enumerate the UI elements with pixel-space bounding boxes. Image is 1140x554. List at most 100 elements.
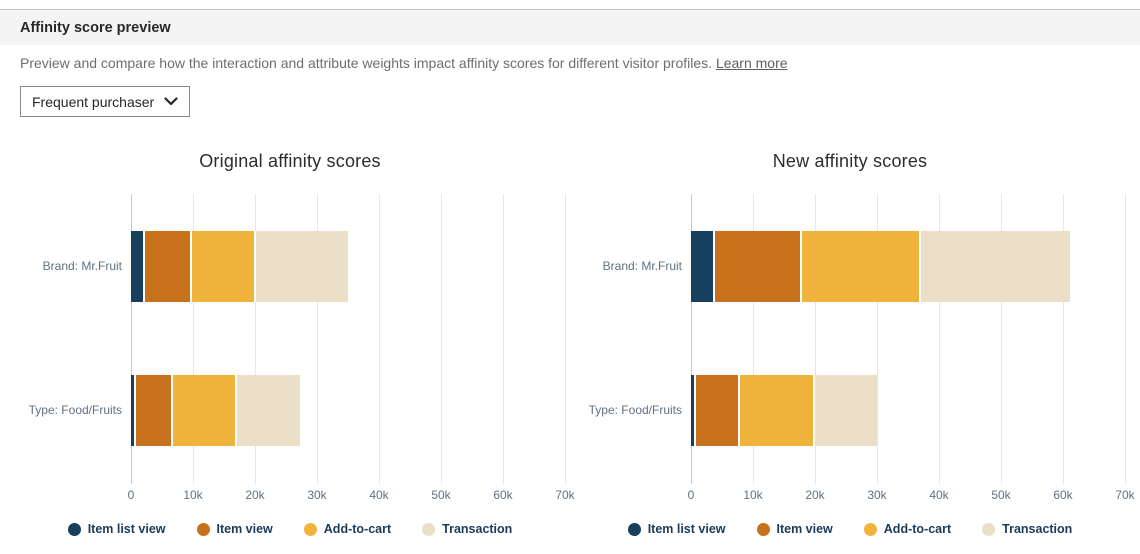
bar-segment[interactable] — [237, 374, 300, 446]
bar-segment[interactable] — [131, 374, 136, 446]
legend-label: Transaction — [1002, 522, 1073, 536]
top-spacer — [0, 0, 1140, 9]
legend-dot-icon — [863, 522, 877, 536]
legend-item: Item list view — [627, 522, 726, 536]
chart-title: Original affinity scores — [199, 151, 381, 171]
legend-label: Item list view — [87, 522, 166, 536]
x-tick-label: 10k — [743, 488, 763, 502]
chevron-down-icon — [164, 97, 178, 106]
x-tick-label: 30k — [867, 488, 887, 502]
gridline — [753, 194, 754, 484]
x-tick-label: 70k — [555, 488, 575, 502]
bar-segment[interactable] — [740, 374, 815, 446]
visitor-profile-value: Frequent purchaser — [32, 93, 155, 110]
visitor-profile-dropdown[interactable]: Frequent purchaser — [20, 86, 191, 117]
x-axis-labels: 0 10k 20k 30k 40k 50k 60k 70k — [127, 488, 575, 506]
legend-item: Transaction — [982, 522, 1072, 536]
x-tick-label: 60k — [1053, 488, 1073, 502]
gridline — [441, 194, 442, 484]
bar-segment[interactable] — [815, 374, 877, 446]
legend-label: Item view — [216, 522, 273, 536]
legend-item: Item view — [756, 522, 833, 536]
legend-dot-icon — [196, 522, 210, 536]
category-label: Type: Food/Fruits — [28, 403, 122, 417]
new-affinity-chart: New affinity scores Brand: Mr.Fruit Type:… — [570, 151, 1135, 536]
legend-dot-icon — [67, 522, 81, 536]
x-tick-label: 30k — [307, 488, 327, 502]
gridline — [379, 194, 380, 484]
gridline — [503, 194, 504, 484]
x-tick-label: 70k — [1115, 488, 1135, 502]
bar-segment[interactable] — [136, 374, 173, 446]
gridline — [1001, 194, 1002, 484]
x-tick-label: 40k — [369, 488, 389, 502]
plot-wrap: Brand: Mr.Fruit Type: Food/Fruits 0 10k 20k… — [570, 194, 1135, 506]
x-tick-label: 10k — [183, 488, 203, 502]
stacked-bar — [691, 230, 1070, 302]
x-tick-label: 40k — [929, 488, 949, 502]
x-tick-label: 50k — [431, 488, 451, 502]
x-tick-label: 0 — [687, 488, 695, 502]
legend-label: Transaction — [442, 522, 513, 536]
bar-segment[interactable] — [131, 230, 145, 302]
bar-segment[interactable] — [256, 230, 348, 302]
category-label: Brand: Mr.Fruit — [602, 259, 682, 273]
original-affinity-chart: Original affinity scores Brand: Mr.Fruit… — [10, 151, 575, 536]
description-text: Preview and compare how the interaction … — [20, 55, 1120, 71]
stacked-bar — [131, 374, 300, 446]
learn-more-link[interactable]: Learn more — [715, 55, 788, 71]
section-header: Affinity score preview — [0, 10, 1140, 45]
bar-segment[interactable] — [192, 230, 256, 302]
gridline — [939, 194, 940, 484]
legend-item: Add-to-cart — [303, 522, 392, 536]
gridline — [1063, 194, 1064, 484]
bar-segment[interactable] — [691, 230, 715, 302]
legend-item: Add-to-cart — [863, 522, 952, 536]
legend-dot-icon — [756, 522, 770, 536]
legend-dot-icon — [982, 522, 996, 536]
legend-label: Add-to-cart — [323, 522, 392, 536]
legend-label: Add-to-cart — [883, 522, 952, 536]
bar-segment[interactable] — [691, 374, 696, 446]
x-tick-label: 60k — [493, 488, 513, 502]
gridline — [565, 194, 566, 484]
legend-item: Transaction — [422, 522, 512, 536]
plot-area: Brand: Mr.Fruit Type: Food/Fruits — [29, 194, 566, 484]
bar-segment[interactable] — [173, 374, 237, 446]
chart-legend: Item list view Item view Add-to-cart Transa… — [10, 522, 570, 536]
gridline — [255, 194, 256, 484]
chart-legend: Item list view Item view Add-to-cart Transa… — [570, 522, 1130, 536]
gridline — [815, 194, 816, 484]
bar-segment[interactable] — [696, 374, 740, 446]
x-tick-label: 50k — [991, 488, 1011, 502]
legend-dot-icon — [627, 522, 641, 536]
legend-dot-icon — [303, 522, 317, 536]
plot-area: Brand: Mr.Fruit Type: Food/Fruits — [589, 194, 1126, 484]
legend-item: Item list view — [67, 522, 166, 536]
gridline — [1125, 194, 1126, 484]
gridline — [877, 194, 878, 484]
legend-label: Item view — [776, 522, 833, 536]
chart-title: New affinity scores — [772, 151, 928, 171]
description-body: Preview and compare how the interaction … — [20, 55, 713, 71]
bar-segment[interactable] — [145, 230, 192, 302]
bar-segment[interactable] — [802, 230, 921, 302]
bar-segment[interactable] — [921, 230, 1070, 302]
page-title: Affinity score preview — [20, 19, 171, 36]
x-axis-labels: 0 10k 20k 30k 40k 50k 60k 70k — [687, 488, 1135, 506]
legend-item: Item view — [196, 522, 273, 536]
bar-segment[interactable] — [715, 230, 802, 302]
gridline — [193, 194, 194, 484]
zero-gridline — [131, 194, 132, 484]
x-tick-label: 0 — [127, 488, 135, 502]
x-tick-label: 20k — [245, 488, 265, 502]
gridline — [317, 194, 318, 484]
category-label: Brand: Mr.Fruit — [42, 259, 122, 273]
category-label: Type: Food/Fruits — [588, 403, 682, 417]
plot-wrap: Brand: Mr.Fruit Type: Food/Fruits 0 10k 20k… — [10, 194, 575, 506]
charts-row: Original affinity scores Brand: Mr.Fruit… — [0, 151, 1140, 536]
zero-gridline — [691, 194, 692, 484]
stacked-bar — [691, 374, 877, 446]
section-top-border — [0, 9, 1140, 10]
legend-label: Item list view — [647, 522, 726, 536]
